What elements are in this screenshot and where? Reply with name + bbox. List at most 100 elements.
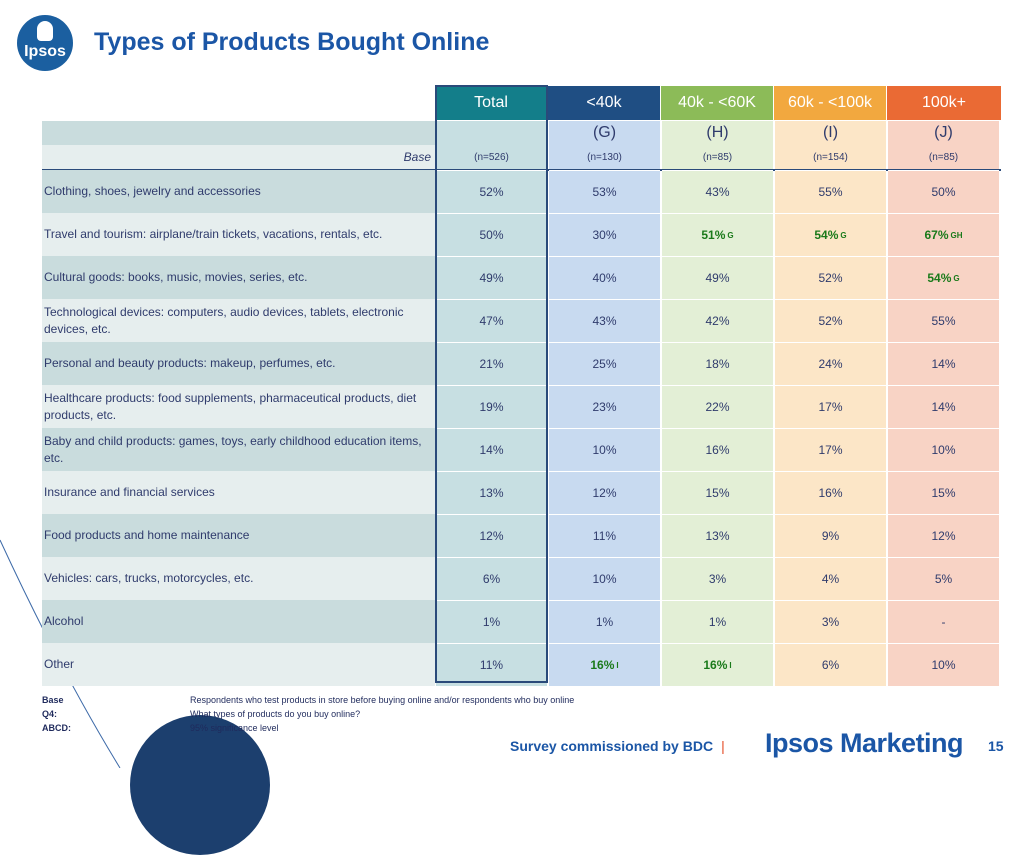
letter-cell: (I): [775, 121, 886, 145]
value-text: 1%: [595, 615, 614, 629]
value-cell: -: [888, 600, 999, 643]
value-cell: 13%: [662, 514, 773, 557]
value-cell: 5%: [888, 557, 999, 600]
value-text: 23%: [592, 400, 617, 414]
value-cell: 10%: [888, 643, 999, 686]
table-row: Cultural goods: books, music, movies, se…: [42, 256, 1001, 299]
value-cell: 25%: [549, 342, 660, 385]
value-cell: 40%: [549, 256, 660, 299]
value-text: 15%: [705, 486, 730, 500]
value-text: 14%: [479, 443, 504, 457]
value-text: 10%: [931, 658, 956, 672]
row-label: Insurance and financial services: [42, 471, 435, 514]
value-text: -: [941, 615, 946, 629]
value-text: 5%: [934, 572, 953, 586]
value-cell: 12%: [436, 514, 547, 557]
row-label: Food products and home maintenance: [42, 514, 435, 557]
value-text: 10%: [592, 443, 617, 457]
value-text: 54%: [814, 228, 839, 242]
table-row: Baby and child products: games, toys, ea…: [42, 428, 1001, 471]
value-text: 12%: [479, 529, 504, 543]
value-cell: 24%: [775, 342, 886, 385]
value-text: 52%: [479, 185, 504, 199]
value-text: 43%: [592, 314, 617, 328]
value-cell: 6%: [775, 643, 886, 686]
row-label: Clothing, shoes, jewelry and accessories: [42, 170, 435, 213]
base-label: Base: [42, 145, 435, 169]
value-text: 43%: [705, 185, 730, 199]
value-cell: 10%: [888, 428, 999, 471]
decorative-circle: [130, 715, 270, 855]
value-cell: 54% G: [775, 213, 886, 256]
value-cell: 6%: [436, 557, 547, 600]
value-cell: 43%: [662, 170, 773, 213]
value-cell: 47%: [436, 299, 547, 342]
value-cell: 54% G: [888, 256, 999, 299]
value-text: 17%: [818, 443, 843, 457]
value-cell: 12%: [888, 514, 999, 557]
letter-cell: (G): [549, 121, 660, 145]
value-cell: 55%: [888, 299, 999, 342]
value-text: 55%: [931, 314, 956, 328]
value-text: 12%: [592, 486, 617, 500]
base-cell: (n=526): [436, 145, 547, 169]
value-cell: 17%: [775, 428, 886, 471]
value-text: 21%: [479, 357, 504, 371]
value-text: 24%: [818, 357, 843, 371]
value-cell: 3%: [662, 557, 773, 600]
letter-cell: (J): [888, 121, 999, 145]
column-header: <40k: [548, 86, 660, 120]
significance-marker: G: [840, 230, 847, 240]
row-label: Healthcare products: food supplements, p…: [42, 385, 435, 428]
row-label: Other: [42, 643, 435, 686]
value-text: 17%: [818, 400, 843, 414]
column-header: 60k - <100k: [774, 86, 886, 120]
value-cell: 16%: [662, 428, 773, 471]
letter-cell: (H): [662, 121, 773, 145]
value-cell: 16%: [775, 471, 886, 514]
value-cell: 15%: [888, 471, 999, 514]
table-row: Food products and home maintenance 12% 11%…: [42, 514, 1001, 557]
table-row: Alcohol 1% 1% 1% 3% -: [42, 600, 1001, 643]
value-cell: 55%: [775, 170, 886, 213]
value-cell: 21%: [436, 342, 547, 385]
value-cell: 23%: [549, 385, 660, 428]
row-label: Baby and child products: games, toys, ea…: [42, 428, 435, 471]
footnote-q4: Q4: What types of products do you buy onl…: [42, 709, 361, 719]
value-text: 40%: [592, 271, 617, 285]
value-cell: 13%: [436, 471, 547, 514]
column-header: Total: [435, 86, 547, 120]
value-text: 42%: [705, 314, 730, 328]
row-label: Technological devices: computers, audio …: [42, 299, 435, 342]
value-cell: 22%: [662, 385, 773, 428]
letter-label: [42, 121, 435, 145]
column-header: 40k - <60K: [661, 86, 773, 120]
value-cell: 67% GH: [888, 213, 999, 256]
value-cell: 52%: [436, 170, 547, 213]
value-text: 50%: [479, 228, 504, 242]
value-cell: 10%: [549, 428, 660, 471]
logo-head-icon: [37, 21, 53, 41]
value-text: 16%: [818, 486, 843, 500]
value-text: 11%: [479, 658, 504, 672]
row-label: Personal and beauty products: makeup, pe…: [42, 342, 435, 385]
value-cell: 1%: [662, 600, 773, 643]
value-text: 1%: [482, 615, 501, 629]
value-text: 55%: [818, 185, 843, 199]
letter-row: (G) (H) (I) (J): [42, 121, 1001, 145]
row-label: Vehicles: cars, trucks, motorcycles, etc…: [42, 557, 435, 600]
value-text: 10%: [931, 443, 956, 457]
value-text: 25%: [592, 357, 617, 371]
base-row: Base (n=526) (n=130) (n=85) (n=154) (n=85): [42, 145, 1001, 169]
value-text: 10%: [592, 572, 617, 586]
value-cell: 50%: [436, 213, 547, 256]
base-cell: (n=130): [549, 145, 660, 169]
significance-marker: I: [616, 660, 619, 670]
value-text: 47%: [479, 314, 504, 328]
table-row: Healthcare products: food supplements, p…: [42, 385, 1001, 428]
value-text: 30%: [592, 228, 617, 242]
base-cell: (n=154): [775, 145, 886, 169]
table-row: Other 11% 16% I 16% I 6% 10%: [42, 643, 1001, 686]
value-cell: 10%: [549, 557, 660, 600]
value-cell: 49%: [436, 256, 547, 299]
